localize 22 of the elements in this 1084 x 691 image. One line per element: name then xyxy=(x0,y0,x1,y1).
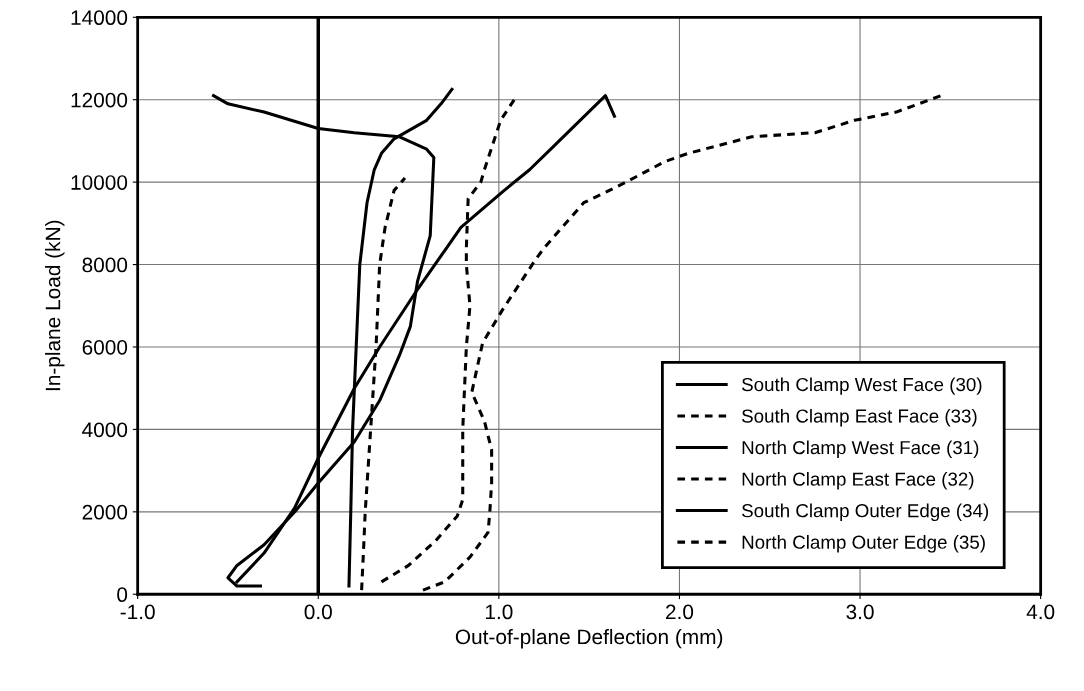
x-tick-label: 4.0 xyxy=(1026,604,1055,620)
x-tick-label: 2.0 xyxy=(666,604,694,620)
legend-label: South Clamp Outer Edge (34) xyxy=(742,503,989,522)
y-tick-label: 6000 xyxy=(82,339,128,355)
x-tick-label: 0.0 xyxy=(304,604,332,620)
legend-label: North Clamp Outer Edge (35) xyxy=(742,535,985,553)
y-tick-label: 4000 xyxy=(82,422,128,438)
x-tick-label: -1.0 xyxy=(120,604,155,620)
y-tick-label: 8000 xyxy=(82,257,128,273)
x-tick-label: 3.0 xyxy=(846,604,874,620)
y-axis-title: In-plane Load (kN) xyxy=(45,220,65,391)
legend-label: North Clamp East Face (32) xyxy=(742,472,974,490)
y-tick-label: 10000 xyxy=(71,175,128,190)
y-tick-label: 14000 xyxy=(71,10,128,26)
x-axis-title: Out-of-plane Deflection (mm) xyxy=(455,628,723,649)
y-tick-label: 12000 xyxy=(71,92,128,108)
y-tick-label: 0 xyxy=(117,587,128,603)
legend-label: North Clamp West Face (31) xyxy=(742,440,979,458)
y-tick-label: 2000 xyxy=(82,504,128,520)
x-tick-label: 1.0 xyxy=(485,604,513,620)
legend-label: South Clamp East Face (33) xyxy=(742,408,977,427)
legend-label: South Clamp West Face (30) xyxy=(742,377,982,395)
